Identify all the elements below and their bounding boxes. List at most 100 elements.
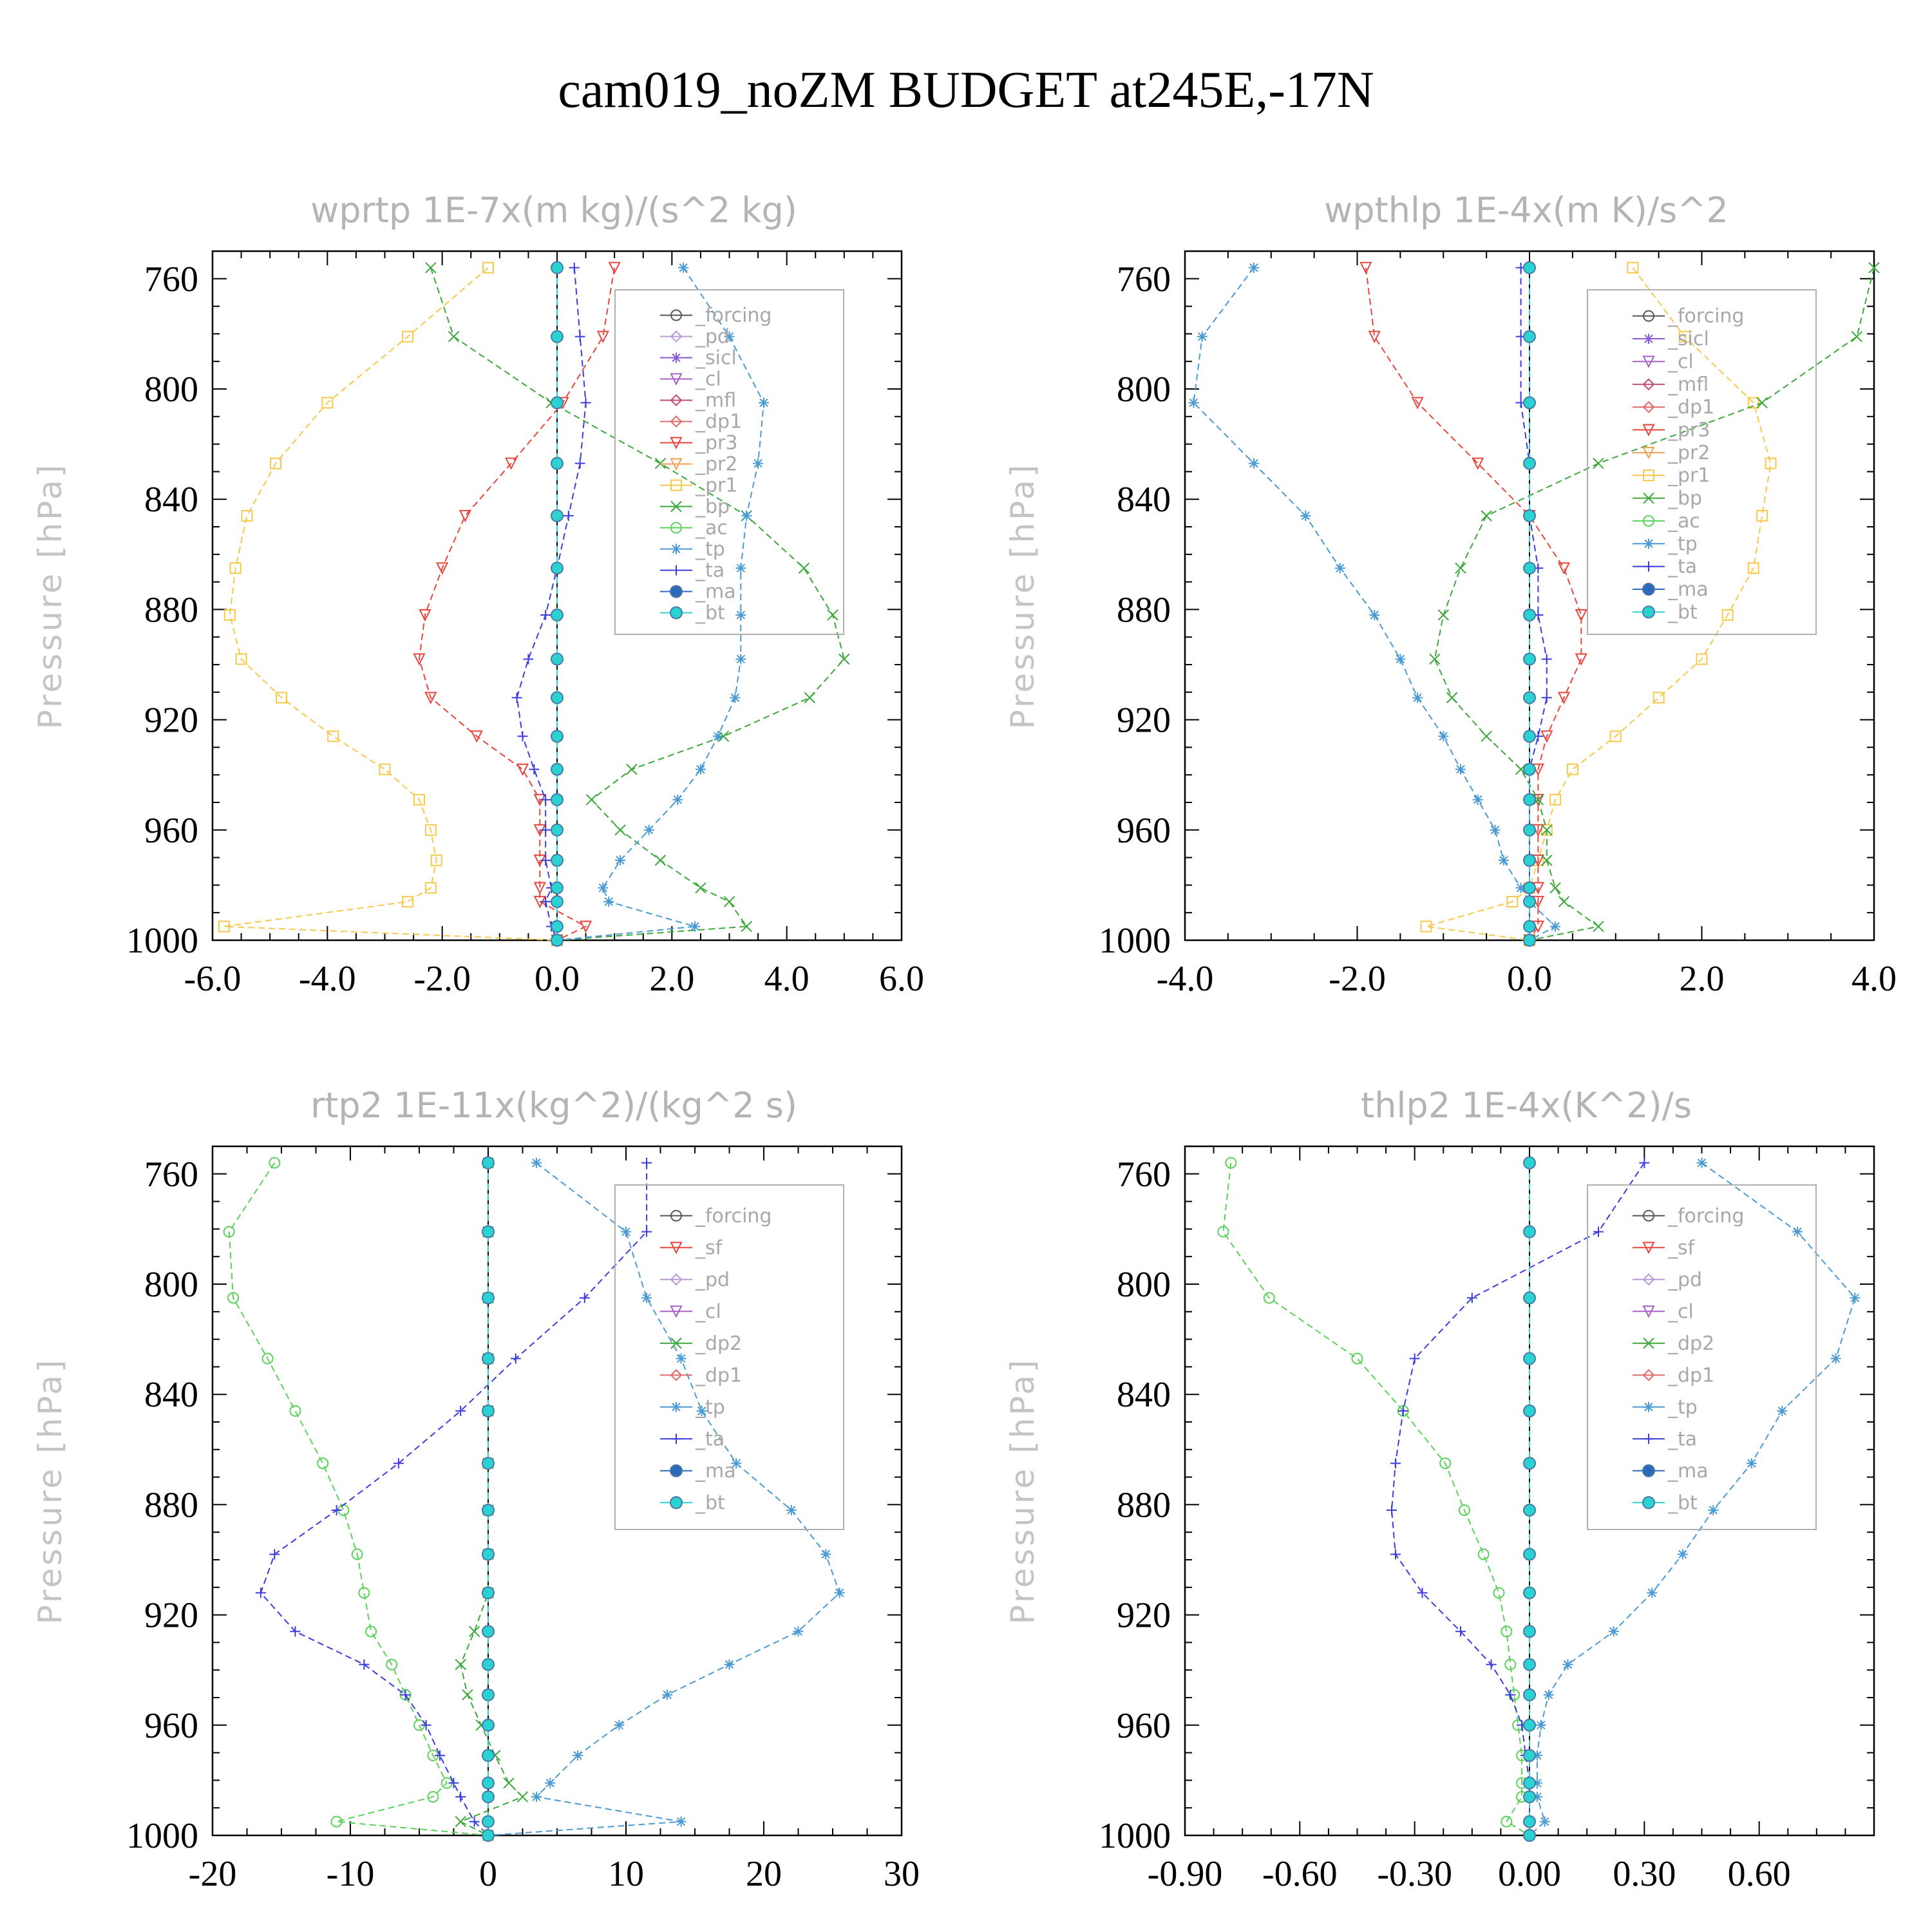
data-point-dp1 [1458, 1504, 1470, 1516]
data-point-bt [551, 853, 564, 867]
data-point-dp1 [227, 1292, 240, 1304]
data-point-bp [1868, 261, 1880, 274]
legend-label: _forcing [695, 305, 772, 327]
legend-marker [670, 394, 683, 406]
x-tick-label: 2.0 [649, 959, 694, 999]
legend-marker [1643, 1338, 1654, 1349]
data-point-pr3 [1575, 609, 1587, 622]
legend-label: _pr3 [1667, 419, 1710, 441]
data-point-bp [626, 763, 638, 775]
x-tick-label: 6.0 [879, 959, 924, 999]
legend-label: _sicl [1667, 328, 1709, 350]
data-point-ta [331, 1504, 342, 1515]
data-point-tp [531, 1792, 542, 1803]
data-point-pr3 [419, 609, 431, 622]
data-point-tp [614, 1719, 625, 1730]
data-point-tp [696, 1405, 707, 1416]
legend-label: _dp1 [695, 411, 742, 433]
data-point-ta [540, 855, 551, 866]
data-point-ta [290, 1626, 301, 1637]
legend-marker [670, 1209, 682, 1222]
legend-box [614, 289, 844, 635]
legend-marker [670, 479, 682, 491]
series-line-pr3 [418, 267, 616, 941]
y-axis-label: Pressure [hPa] [1004, 1358, 1041, 1625]
legend-label: _bt [1667, 1492, 1698, 1514]
legend-label: _ac [695, 517, 728, 540]
y-tick-label: 1000 [126, 1816, 198, 1856]
data-point-bp [1481, 730, 1492, 742]
legend: _forcing _sf _pd _cl _dp2 _dp1 _tp _ta _ma _bt [614, 1184, 844, 1530]
legend-marker [670, 1338, 682, 1349]
data-point-tp [573, 1750, 583, 1761]
data-point-tp [820, 1549, 831, 1560]
legend-marker [670, 1242, 683, 1255]
data-point-tp [1777, 1405, 1788, 1416]
legend-marker [1642, 424, 1655, 437]
legend-label: _pr2 [695, 453, 737, 476]
data-point-ta [510, 1353, 521, 1364]
legend-label: _pd [695, 1269, 730, 1291]
legend-label: _cl [695, 1300, 721, 1323]
data-point-tp [1498, 855, 1509, 866]
data-point-ta [400, 1689, 411, 1700]
legend-marker [1643, 515, 1654, 527]
legend-label: _tp [1667, 1396, 1698, 1419]
x-tick-label: 30 [884, 1854, 920, 1894]
series-line-bp [430, 267, 845, 941]
data-point-dp1 [427, 1791, 439, 1803]
data-point-bp [1593, 920, 1604, 933]
data-point-ta [523, 654, 534, 665]
data-point-bt [551, 793, 564, 806]
data-point-ta [1390, 1549, 1401, 1560]
data-point-tp [1696, 1157, 1707, 1168]
data-point-ta [1486, 1659, 1497, 1670]
data-point-ta [1390, 1458, 1401, 1469]
data-point-bp [717, 730, 730, 742]
data-point-bp [1541, 824, 1553, 836]
data-point-bt [1523, 853, 1536, 867]
data-point-tp [676, 1816, 687, 1827]
data-point-bt [1523, 1225, 1536, 1238]
data-point-pr1 [1756, 509, 1768, 522]
legend-label: _pr2 [1667, 442, 1710, 464]
x-tick-label: 20 [746, 1854, 782, 1894]
data-point-tp [1472, 794, 1483, 805]
legend-marker [671, 352, 681, 363]
data-point-pr1 [241, 509, 253, 522]
data-point-ta [580, 397, 591, 408]
data-point-ta [574, 331, 585, 342]
data-point-dp2 [455, 1815, 466, 1828]
data-point-ta [1387, 1504, 1397, 1515]
data-point-pr1 [1506, 896, 1519, 908]
data-point-bt [1523, 1776, 1536, 1790]
data-point-bt [482, 1457, 495, 1470]
data-point-pr1 [402, 896, 414, 908]
legend-marker [1642, 446, 1655, 460]
data-point-dp2 [462, 1689, 473, 1701]
data-point-bp [1429, 653, 1441, 665]
legend-label: _sf [695, 1236, 723, 1259]
data-point-ta [1455, 1626, 1466, 1637]
data-point-pr1 [1566, 763, 1578, 775]
y-tick-label: 880 [144, 590, 198, 630]
data-point-tp [662, 1689, 673, 1700]
data-point-pr1 [1721, 609, 1734, 621]
data-point-bt [551, 396, 564, 410]
data-point-tp [1490, 824, 1501, 835]
legend-label: _cl [1667, 1300, 1694, 1323]
data-point-tp [545, 1777, 556, 1788]
data-point-dp2 [516, 1791, 529, 1803]
data-point-ta [359, 1659, 370, 1670]
legend-label: _tp [1667, 533, 1698, 555]
data-point-ta [540, 824, 551, 835]
legend-box [614, 1184, 844, 1530]
data-point-bp [1851, 330, 1862, 343]
data-point-ta [574, 458, 585, 469]
panel-title: wprtp 1E-7x(m kg)/(s^2 kg) [310, 190, 797, 231]
data-point-bt [1523, 1586, 1536, 1600]
data-point-tp [731, 1458, 742, 1469]
data-point-ta [540, 896, 551, 907]
legend-marker [670, 1464, 683, 1477]
y-tick-label: 760 [144, 1155, 198, 1195]
